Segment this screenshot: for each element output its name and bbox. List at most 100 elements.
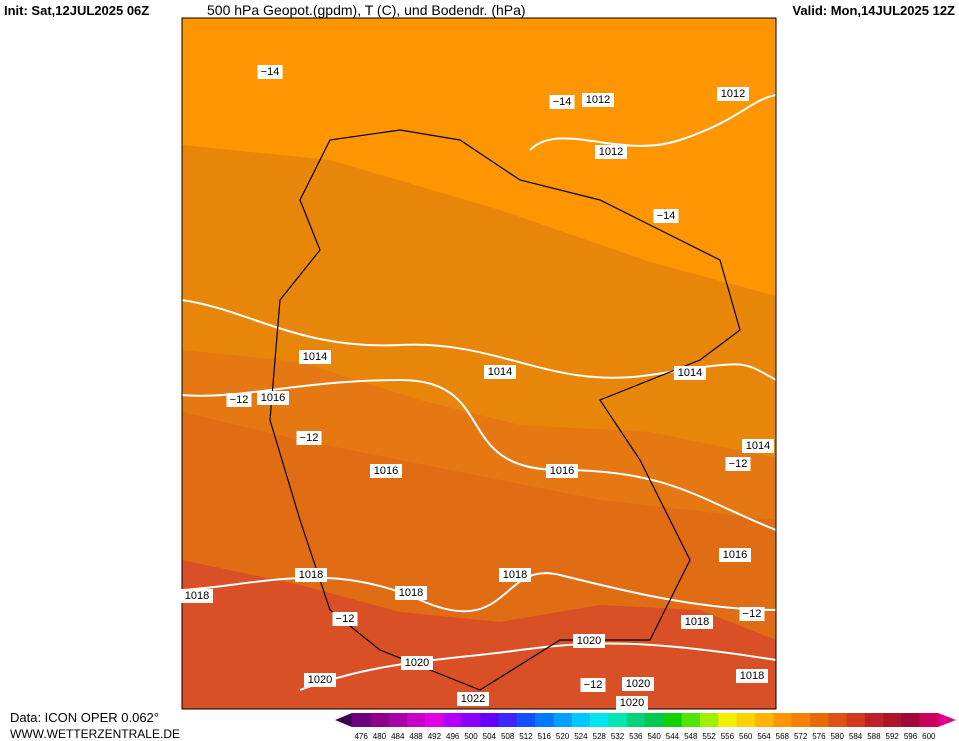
label-box xyxy=(573,634,605,648)
map-label: −12 xyxy=(743,608,762,620)
country-border xyxy=(269,129,741,691)
legend-high xyxy=(938,713,956,727)
legend-level: 488 xyxy=(409,732,423,741)
legend-swatch xyxy=(590,713,609,727)
label-box xyxy=(226,393,252,407)
isobar xyxy=(181,572,777,613)
label-box xyxy=(546,464,578,478)
label-box xyxy=(549,95,575,109)
legend-level: 476 xyxy=(354,732,368,741)
legend-swatch xyxy=(699,713,719,727)
map-label: 1020 xyxy=(405,657,429,669)
legend-swatch xyxy=(498,713,518,727)
label-box xyxy=(719,548,751,562)
legend-level: 580 xyxy=(831,732,845,741)
label-box xyxy=(742,439,774,453)
legend-swatch xyxy=(736,713,756,727)
isobar xyxy=(299,642,777,691)
map-label: 1020 xyxy=(620,697,644,709)
legend-swatch xyxy=(883,713,902,727)
map-frame xyxy=(181,17,777,710)
map-label: −12 xyxy=(300,432,319,444)
label-box xyxy=(484,365,516,379)
label-box xyxy=(370,464,402,478)
legend-swatch xyxy=(480,713,499,727)
label-box xyxy=(653,209,679,223)
map: 1012 1012 1012 1014 1014 1014 1014 1016 1016 1016… xyxy=(181,17,777,710)
map-label: 1016 xyxy=(261,392,285,404)
map-label: 1014 xyxy=(488,366,512,378)
label-box xyxy=(401,656,433,670)
label-box xyxy=(739,607,765,621)
map-label: 1018 xyxy=(503,569,527,581)
label-box xyxy=(257,65,283,79)
legend-swatch xyxy=(809,713,829,727)
legend-swatch xyxy=(571,713,591,727)
isobar xyxy=(181,299,777,381)
legend-level: 540 xyxy=(647,732,661,741)
map-label: 1014 xyxy=(678,367,702,379)
legend-level: 572 xyxy=(794,732,808,741)
map-label: 1022 xyxy=(461,693,485,705)
map-label: −14 xyxy=(261,66,280,78)
map-label: 1012 xyxy=(586,94,610,106)
legend-level: 564 xyxy=(757,732,771,741)
label-box xyxy=(674,366,706,380)
legend-level: 484 xyxy=(391,732,405,741)
init-text: Init: Sat,12JUL2025 06Z xyxy=(4,3,149,18)
legend-swatch xyxy=(681,713,701,727)
map-label: −14 xyxy=(553,96,572,108)
legend-swatch xyxy=(352,713,371,727)
map-label: 1016 xyxy=(723,549,747,561)
legend-swatch xyxy=(425,713,444,727)
legend-level: 588 xyxy=(867,732,881,741)
map-label: 1016 xyxy=(550,465,574,477)
legend-swatch xyxy=(773,713,792,727)
isobar xyxy=(529,94,777,151)
legend-swatch xyxy=(626,713,646,727)
map-label: 1012 xyxy=(721,88,745,100)
label-box xyxy=(499,568,531,582)
map-label: 1018 xyxy=(185,590,209,602)
legend-level: 496 xyxy=(446,732,460,741)
label-box xyxy=(681,615,713,629)
label-box xyxy=(580,678,606,692)
label-box xyxy=(457,692,489,706)
legend-level: 556 xyxy=(721,732,735,741)
legend-swatch xyxy=(828,713,847,727)
map-label: −12 xyxy=(729,458,748,470)
legend-level: 584 xyxy=(849,732,863,741)
legend-level: 592 xyxy=(886,732,900,741)
isobar xyxy=(181,378,777,531)
legend-swatch xyxy=(791,713,811,727)
legend-level: 600 xyxy=(922,732,936,741)
map-label: −14 xyxy=(657,210,676,222)
label-box xyxy=(595,145,627,159)
legend-level: 548 xyxy=(684,732,698,741)
legend-level: 576 xyxy=(812,732,826,741)
map-label: 1020 xyxy=(577,635,601,647)
legend-level: 524 xyxy=(574,732,588,741)
legend-level: 520 xyxy=(556,732,570,741)
legend-swatch xyxy=(754,713,774,727)
legend-level: 512 xyxy=(519,732,533,741)
legend-swatch xyxy=(919,713,939,727)
legend-level: 568 xyxy=(776,732,790,741)
site: WWW.WETTERZENTRALE.DE xyxy=(10,727,180,741)
label-box xyxy=(582,93,614,107)
map-label: 1014 xyxy=(303,351,327,363)
legend-swatch xyxy=(663,713,682,727)
legend-level: 516 xyxy=(538,732,552,741)
legend-level: 536 xyxy=(629,732,643,741)
map-label: 1016 xyxy=(374,465,398,477)
label-box xyxy=(736,669,768,683)
legend-swatch xyxy=(645,713,664,727)
label-box xyxy=(299,350,331,364)
legend-swatch xyxy=(864,713,884,727)
label-box xyxy=(332,612,358,626)
map-label: 1020 xyxy=(626,678,650,690)
map-label: 1020 xyxy=(308,674,332,686)
label-box xyxy=(725,457,751,471)
legend-swatch xyxy=(535,713,554,727)
